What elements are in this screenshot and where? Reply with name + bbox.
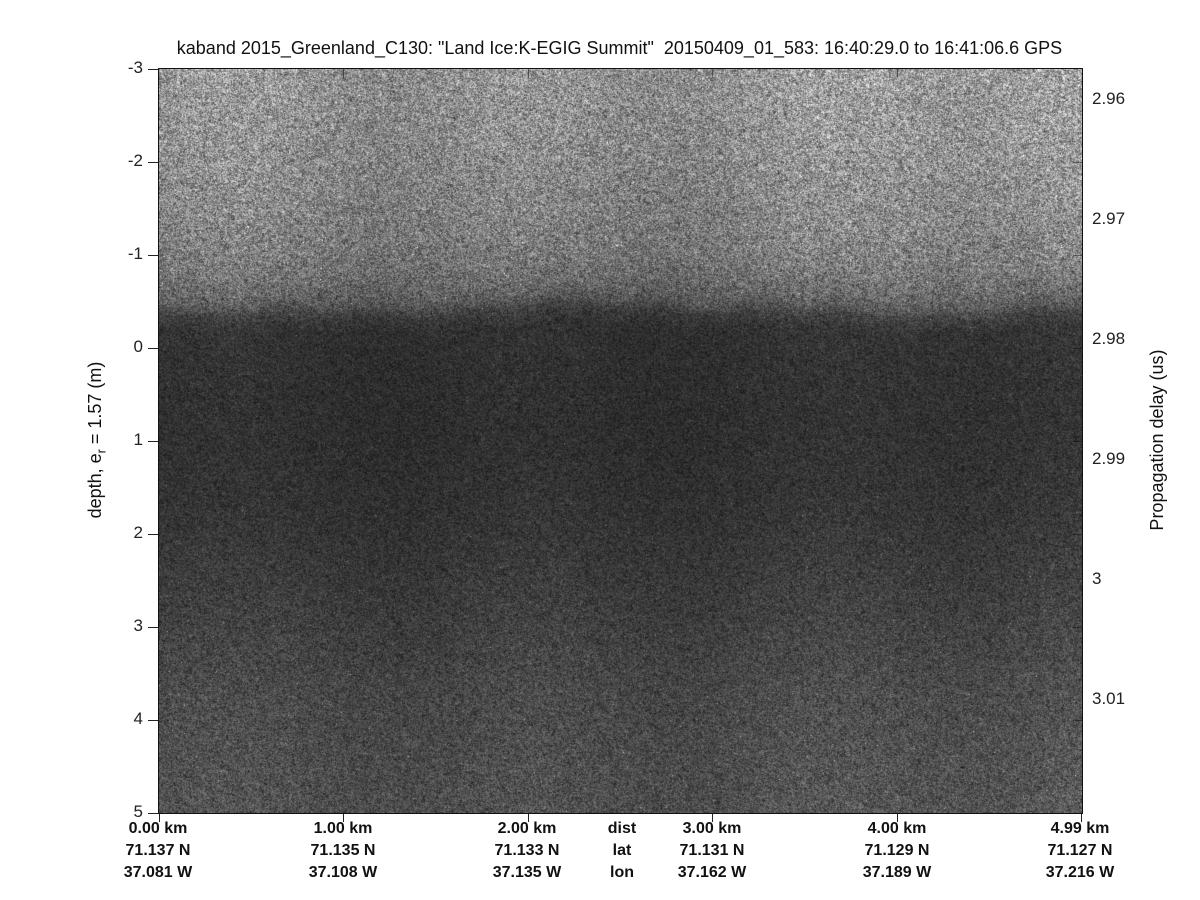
tick-mark (148, 69, 158, 70)
x-label-column: 4.00 km 71.129 N 37.189 W (863, 818, 931, 884)
tick-mark (148, 627, 158, 628)
x-lat: 71.133 N (493, 840, 561, 862)
x-label-column: 1.00 km 71.135 N 37.108 W (309, 818, 377, 884)
x-dist: 1.00 km (309, 818, 377, 840)
left-tick-label: 4 (83, 708, 143, 730)
tick-mark (1073, 255, 1082, 256)
x-dist: 0.00 km (124, 818, 192, 840)
plot-area (158, 68, 1083, 814)
x-lon: 37.081 W (124, 862, 192, 884)
x-lat: 71.129 N (863, 840, 931, 862)
tick-mark (1073, 441, 1082, 442)
tick-mark (148, 813, 158, 814)
figure-title: kaband 2015_Greenland_C130: "Land Ice:K-… (158, 38, 1081, 59)
x-lon: 37.135 W (493, 862, 561, 884)
x-lon-header: lon (608, 862, 636, 884)
x-lon: 37.162 W (678, 862, 746, 884)
tick-mark (343, 69, 344, 78)
x-lon: 37.189 W (863, 862, 931, 884)
x-label-column: 3.00 km 71.131 N 37.162 W (678, 818, 746, 884)
x-dist: 2.00 km (493, 818, 561, 840)
x-dist: 3.00 km (678, 818, 746, 840)
tick-mark (897, 69, 898, 78)
x-label-column-header: dist lat lon (608, 818, 636, 884)
right-axis-title: Propagation delay (us) (1145, 190, 1169, 690)
x-dist: 4.99 km (1046, 818, 1114, 840)
tick-mark (1073, 627, 1082, 628)
left-axis-title: depth, er = 1.57 (m) (83, 190, 107, 690)
left-tick-label: -2 (83, 150, 143, 172)
x-label-column: 2.00 km 71.133 N 37.135 W (493, 818, 561, 884)
x-lon: 37.216 W (1046, 862, 1114, 884)
x-label-column: 0.00 km 71.137 N 37.081 W (124, 818, 192, 884)
x-dist: 4.00 km (863, 818, 931, 840)
echogram-canvas (159, 69, 1082, 813)
tick-mark (148, 441, 158, 442)
x-lat-header: lat (608, 840, 636, 862)
tick-mark (1073, 348, 1082, 349)
x-lat: 71.127 N (1046, 840, 1114, 862)
tick-mark (528, 69, 529, 78)
right-tick-label: 3.01 (1092, 688, 1162, 710)
tick-mark (148, 162, 158, 163)
tick-mark (148, 255, 158, 256)
x-lat: 71.131 N (678, 840, 746, 862)
x-lat: 71.135 N (309, 840, 377, 862)
x-lat: 71.137 N (124, 840, 192, 862)
left-axis-title-post: = 1.57 (m) (85, 362, 105, 450)
left-axis-title-sub: r (95, 449, 109, 453)
x-lon: 37.108 W (309, 862, 377, 884)
right-tick-label: 2.96 (1092, 88, 1162, 110)
tick-mark (1073, 720, 1082, 721)
tick-mark (148, 534, 158, 535)
left-tick-label: -3 (83, 57, 143, 79)
x-dist-header: dist (608, 818, 636, 840)
tick-mark (1073, 162, 1082, 163)
left-axis-title-pre: depth, e (85, 453, 105, 518)
tick-mark (148, 348, 158, 349)
tick-mark (1073, 534, 1082, 535)
radar-echogram-figure: kaband 2015_Greenland_C130: "Land Ice:K-… (0, 0, 1200, 900)
x-label-column: 4.99 km 71.127 N 37.216 W (1046, 818, 1114, 884)
tick-mark (712, 69, 713, 78)
tick-mark (148, 720, 158, 721)
